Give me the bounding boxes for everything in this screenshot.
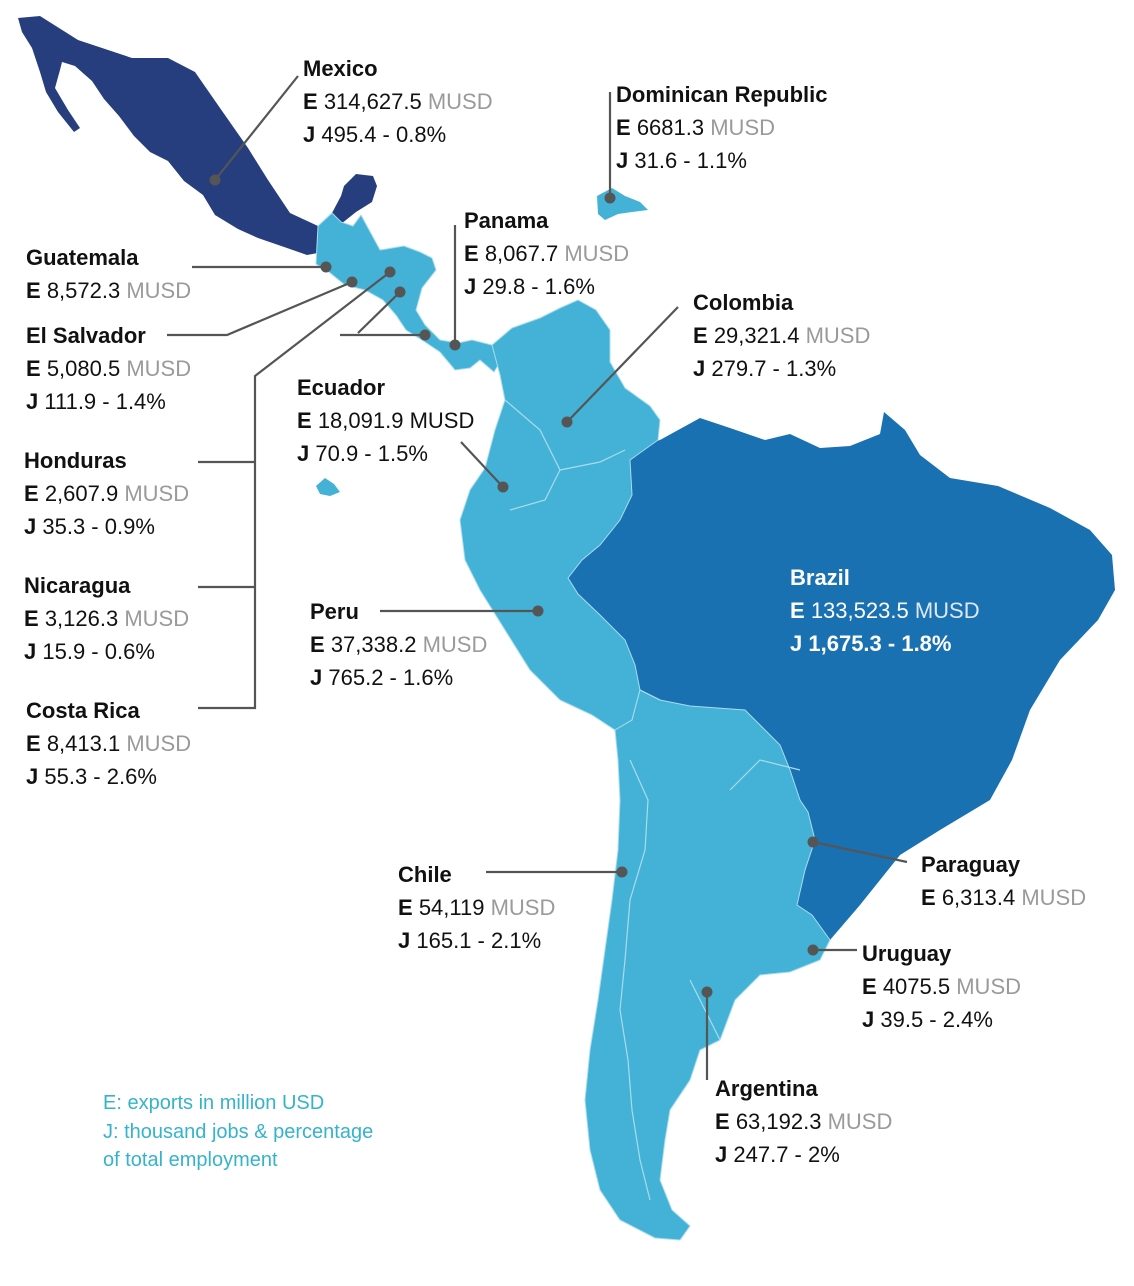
country-name: Honduras xyxy=(24,448,127,473)
jobs-line: J 279.7 - 1.3% xyxy=(693,356,837,381)
leader-paraguay xyxy=(812,840,908,864)
jobs-line: J 765.2 - 1.6% xyxy=(310,665,454,690)
dot-guatemala[interactable] xyxy=(320,261,332,273)
label-mexico: Mexico E 314,627.5 MUSD J 495.4 - 0.8% xyxy=(303,52,493,151)
country-shape-central-america[interactable] xyxy=(315,212,501,373)
country-name: El Salvador xyxy=(26,323,146,348)
exports-line: E 3,126.3 MUSD xyxy=(24,606,190,631)
jobs-line: J 1,675.3 - 1.8% xyxy=(790,631,952,656)
label-uruguay: Uruguay E 4075.5 MUSD J 39.5 - 2.4% xyxy=(862,937,1021,1036)
exports-line: E 314,627.5 MUSD xyxy=(303,89,493,114)
dot-panama[interactable] xyxy=(449,339,461,351)
dot-ecuador[interactable] xyxy=(497,481,509,493)
jobs-line: J 55.3 - 2.6% xyxy=(26,764,157,789)
legend-jobs-cont: of total employment xyxy=(103,1149,278,1171)
country-shape-mexico[interactable] xyxy=(18,16,377,255)
label-honduras: Honduras E 2,607.9 MUSD J 35.3 - 0.9% xyxy=(24,444,189,543)
marker-dots xyxy=(209,174,819,998)
label-el-salvador: El Salvador E 5,080.5 MUSD J 111.9 - 1.4… xyxy=(26,319,191,418)
country-name: Brazil xyxy=(790,565,850,590)
jobs-line: J 70.9 - 1.5% xyxy=(297,441,428,466)
dot-chile[interactable] xyxy=(616,866,628,878)
label-nicaragua: Nicaragua E 3,126.3 MUSD J 15.9 - 0.6% xyxy=(24,569,189,668)
country-name: Costa Rica xyxy=(26,698,140,723)
exports-line: E 29,321.4 MUSD xyxy=(693,323,871,348)
dot-colombia[interactable] xyxy=(561,416,573,428)
country-shape-brazil[interactable] xyxy=(568,412,1115,940)
label-chile: Chile E 54,119 MUSD J 165.1 - 2.1% xyxy=(398,858,555,957)
country-name: Colombia xyxy=(693,290,794,315)
jobs-line: J 35.3 - 0.9% xyxy=(24,514,155,539)
country-name: Guatemala xyxy=(26,245,139,270)
country-name: Peru xyxy=(310,599,359,624)
jobs-line: J 495.4 - 0.8% xyxy=(303,122,447,147)
label-dominican-republic: Dominican Republic E 6681.3 MUSD J 31.6 … xyxy=(616,78,827,177)
label-guatemala: Guatemala E 8,572.3 MUSD xyxy=(26,241,191,307)
leader-el-salvador xyxy=(167,280,353,337)
dot-dominican-republic[interactable] xyxy=(604,192,616,204)
country-shape-galapagos[interactable] xyxy=(316,478,340,496)
exports-line: E 54,119 MUSD xyxy=(398,895,556,920)
dot-nicaragua[interactable] xyxy=(394,286,406,298)
country-borders xyxy=(504,399,801,1201)
country-name: Paraguay xyxy=(921,852,1021,877)
exports-line: E 4075.5 MUSD xyxy=(862,974,1022,999)
exports-line: E 6681.3 MUSD xyxy=(616,115,776,140)
jobs-line: J 31.6 - 1.1% xyxy=(616,148,747,173)
country-name: Dominican Republic xyxy=(616,82,828,107)
dot-el-salvador[interactable] xyxy=(346,276,358,288)
dot-mexico[interactable] xyxy=(209,174,221,186)
leader-lines xyxy=(167,75,908,1080)
country-name: Ecuador xyxy=(297,375,386,400)
label-ecuador: Ecuador E 18,091.9 MUSD J 70.9 - 1.5% xyxy=(297,371,474,470)
legend-jobs: J: thousand jobs & percentage xyxy=(103,1120,374,1143)
dot-costa-rica[interactable] xyxy=(419,329,431,341)
jobs-line: J 247.7 - 2% xyxy=(715,1142,840,1167)
label-colombia: Colombia E 29,321.4 MUSD J 279.7 - 1.3% xyxy=(693,286,870,385)
exports-line: E 133,523.5 MUSD xyxy=(790,598,980,623)
leader-ecuador xyxy=(460,441,504,488)
legend: E: exports in million USD J: thousand jo… xyxy=(103,1089,373,1175)
dot-honduras[interactable] xyxy=(384,266,396,278)
country-name: Mexico xyxy=(303,56,378,81)
dot-uruguay[interactable] xyxy=(807,944,819,956)
country-name: Uruguay xyxy=(862,941,952,966)
exports-line: E 5,080.5 MUSD xyxy=(26,356,192,381)
label-costa-rica: Costa Rica E 8,413.1 MUSD J 55.3 - 2.6% xyxy=(26,694,191,793)
exports-line: E 6,313.4 MUSD xyxy=(921,885,1087,910)
jobs-line: J 15.9 - 0.6% xyxy=(24,639,155,664)
label-brazil: Brazil E 133,523.5 MUSD J 1,675.3 - 1.8% xyxy=(790,561,980,660)
label-panama: Panama E 8,067.7 MUSD J 29.8 - 1.6% xyxy=(464,204,629,303)
jobs-line: J 165.1 - 2.1% xyxy=(398,928,542,953)
leader-mexico xyxy=(214,75,299,181)
country-shape-andean-region[interactable] xyxy=(459,299,661,731)
country-name: Nicaragua xyxy=(24,573,131,598)
country-name: Chile xyxy=(398,862,452,887)
exports-line: E 8,413.1 MUSD xyxy=(26,731,192,756)
exports-line: E 63,192.3 MUSD xyxy=(715,1109,893,1134)
exports-line: E 8,572.3 MUSD xyxy=(26,278,192,303)
leader-nicaragua xyxy=(357,291,401,334)
leader-colombia xyxy=(566,306,679,423)
jobs-line: J 111.9 - 1.4% xyxy=(26,389,166,414)
country-name: Argentina xyxy=(715,1076,818,1101)
dot-peru[interactable] xyxy=(532,605,544,617)
exports-line: E 37,338.2 MUSD xyxy=(310,632,488,657)
country-name: Panama xyxy=(464,208,549,233)
dot-argentina[interactable] xyxy=(701,986,713,998)
label-argentina: Argentina E 63,192.3 MUSD J 247.7 - 2% xyxy=(715,1072,892,1171)
label-peru: Peru E 37,338.2 MUSD J 765.2 - 1.6% xyxy=(310,595,487,694)
exports-line: E 2,607.9 MUSD xyxy=(24,481,190,506)
jobs-line: J 39.5 - 2.4% xyxy=(862,1007,993,1032)
legend-exports: E: exports in million USD xyxy=(103,1092,325,1114)
exports-line: E 18,091.9 MUSD xyxy=(297,408,475,433)
label-paraguay: Paraguay E 6,313.4 MUSD xyxy=(921,848,1086,914)
exports-line: E 8,067.7 MUSD xyxy=(464,241,630,266)
leader-central-trunk xyxy=(198,271,391,710)
dot-paraguay[interactable] xyxy=(807,836,819,848)
jobs-line: J 29.8 - 1.6% xyxy=(464,274,595,299)
